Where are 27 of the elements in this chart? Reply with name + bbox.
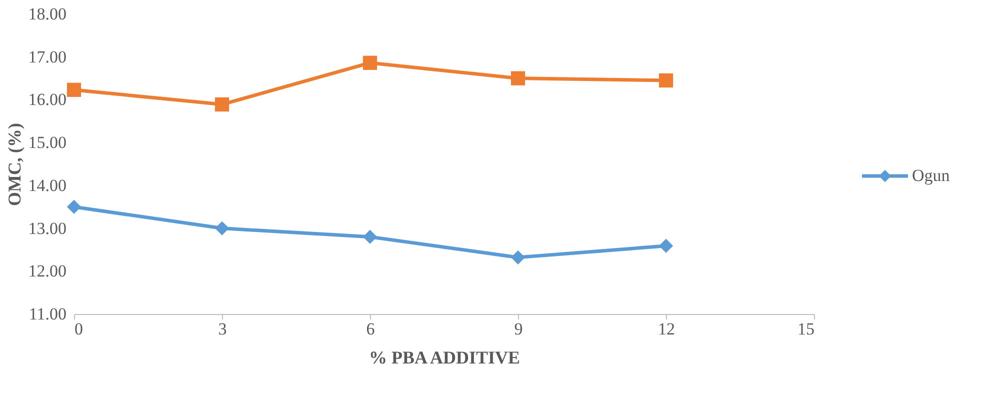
y-tick-label: 15.00	[28, 133, 66, 152]
point	[658, 73, 674, 88]
x-axis-title: % PBA ADDITIVE	[368, 348, 520, 368]
y-tick-label: 17.00	[28, 47, 66, 66]
y-tick-label: 16.00	[28, 90, 66, 110]
point	[214, 221, 230, 236]
point	[510, 71, 526, 86]
point	[510, 250, 526, 264]
y-tick-label: 12.00	[28, 262, 66, 281]
x-tick-label: 15	[798, 320, 814, 338]
x-tick-label: 6	[366, 320, 375, 338]
x-tick-label: 3	[218, 320, 227, 338]
point	[658, 238, 674, 253]
y-tick-label: 14.00	[28, 176, 66, 195]
point	[362, 230, 378, 244]
point	[66, 200, 82, 214]
x-tick-label: 0	[74, 320, 83, 338]
y-axis-title: OMC, (%)	[4, 123, 24, 206]
y-tick-label: 18.00	[28, 4, 66, 24]
point	[214, 97, 230, 112]
point	[66, 82, 82, 97]
legend-label: Ogun	[912, 166, 950, 185]
x-tick-label: 9	[514, 320, 523, 338]
point	[362, 56, 378, 70]
y-tick-label: 13.00	[28, 218, 66, 238]
x-tick-label: 12	[658, 320, 675, 338]
y-tick-label: 11.00	[28, 304, 66, 324]
